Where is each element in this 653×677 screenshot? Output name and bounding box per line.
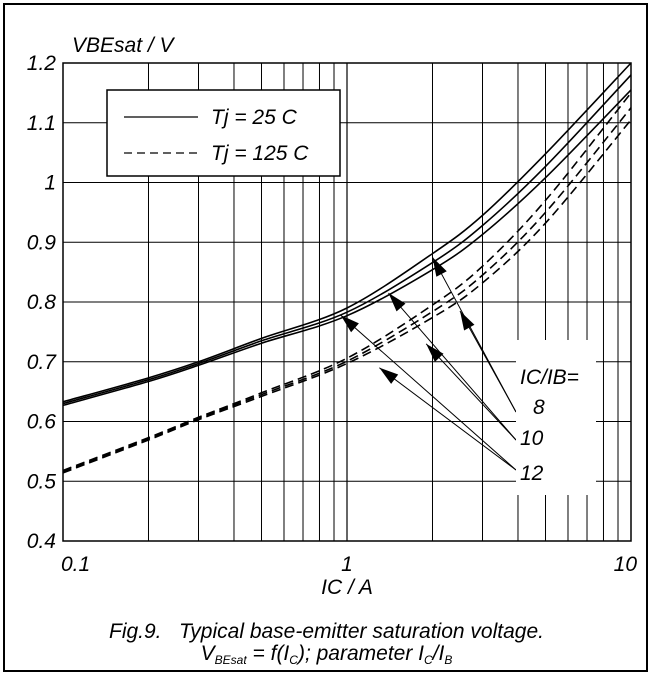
x-tick-label: 1	[341, 553, 353, 576]
legend-label-125: Tj = 125 C	[211, 142, 309, 165]
annotation-value-8: 8	[533, 396, 545, 419]
ic-ib-annotation: IC/IB= 8 10 12	[516, 340, 596, 495]
y-tick-label: 1	[44, 172, 56, 195]
curve-dashed-icib-8	[62, 92, 632, 472]
figure-caption-line2: VBEsat = f(IC); parameter IC/IB	[0, 643, 653, 671]
y-tick-label: 0.4	[27, 530, 56, 553]
y-tick-label: 0.7	[27, 351, 58, 374]
annotation-arrow-head	[460, 310, 475, 331]
caption-mid2: ); parameter I	[297, 642, 424, 665]
annotation-header: IC/IB=	[520, 366, 579, 389]
annotation-arrow-head	[388, 293, 406, 312]
y-tick-labels: 1.2 1.1 1 0.9 0.8 0.7 0.6 0.5 0.4	[27, 52, 58, 553]
annotation-arrow-line	[379, 367, 517, 471]
x-tick-labels: 0.1 1 10	[61, 553, 637, 576]
y-tick-label: 0.6	[27, 411, 57, 434]
annotation-arrow-line	[340, 314, 517, 471]
curve-solid-icib-12	[62, 89, 632, 407]
x-tick-label: 10	[614, 553, 638, 576]
annotation-arrow-head	[340, 315, 359, 333]
legend: Tj = 25 C Tj = 125 C	[106, 89, 341, 177]
caption-slash: /I	[432, 642, 445, 665]
annotation-value-12: 12	[520, 462, 544, 485]
x-axis-label: IC / A	[321, 576, 373, 599]
y-tick-label: 0.8	[27, 291, 57, 314]
annotation-background	[516, 340, 596, 495]
y-tick-label: 0.5	[27, 470, 57, 493]
caption-c-sub2: C	[424, 653, 433, 667]
annotation-arrow-line	[459, 310, 517, 413]
annotation-arrow-line	[388, 292, 517, 441]
curve-dashed-icib-12	[62, 119, 632, 474]
legend-label-25: Tj = 25 C	[211, 106, 298, 129]
chart: 1.2 1.1 1 0.9 0.8 0.7 0.6 0.5 0.4 0.1 1 10 VBEsat …	[27, 34, 638, 599]
annotation-arrow-head	[432, 257, 447, 277]
caption-v: V	[200, 642, 215, 665]
curve-solid-icib-10	[62, 74, 632, 405]
x-tick-label: 0.1	[61, 553, 90, 576]
figure-frame	[3, 3, 648, 672]
plot-area-border	[62, 62, 632, 542]
caption-c-sub: C	[289, 653, 298, 667]
caption-v-sub: BEsat	[214, 653, 247, 667]
y-tick-label: 1.1	[27, 112, 56, 135]
curves	[62, 62, 632, 474]
annotation-value-10: 10	[520, 427, 544, 450]
annotation-arrows	[340, 256, 517, 471]
y-axis-label: VBEsat / V	[72, 34, 176, 57]
curve-solid-icib-8	[62, 62, 632, 403]
curve-dashed-icib-10	[62, 107, 632, 473]
legend-box	[106, 89, 341, 177]
annotation-arrow-head	[426, 343, 444, 362]
annotation-arrow-line	[425, 343, 517, 441]
figure-caption-line1: Fig.9. Typical base-emitter saturation v…	[109, 620, 544, 643]
y-tick-label: 0.9	[27, 231, 57, 254]
y-tick-label: 1.2	[27, 52, 57, 75]
caption-b-sub: B	[444, 653, 453, 667]
annotation-arrow-head	[379, 367, 399, 384]
caption-mid: = f(I	[246, 642, 290, 665]
